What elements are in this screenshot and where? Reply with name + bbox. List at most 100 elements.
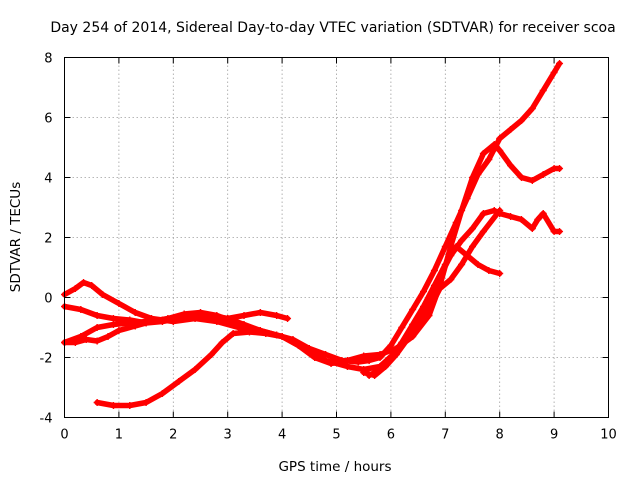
data-point-marker [126, 402, 134, 409]
y-axis-label: SDTVAR / TECUs [8, 182, 24, 292]
x-axis-label: GPS time / hours [278, 459, 391, 475]
data-point-marker [93, 337, 101, 345]
data-point-marker [469, 225, 476, 232]
data-point-marker [452, 243, 460, 250]
series-satellite-e [93, 141, 564, 409]
data-point-marker [496, 135, 504, 142]
x-tick-label: 4 [278, 428, 286, 443]
x-tick-label: 9 [550, 428, 558, 443]
data-point-marker [131, 309, 139, 316]
data-point-marker [191, 366, 199, 373]
data-point-marker [294, 342, 302, 349]
data-point-marker [469, 243, 476, 250]
data-point-marker [213, 312, 221, 319]
data-point-marker [109, 315, 117, 322]
data-point-marker [229, 318, 237, 325]
data-point-marker [387, 354, 395, 361]
data-point-marker [420, 288, 428, 295]
data-point-marker [441, 261, 449, 268]
data-point-marker [229, 330, 237, 337]
data-point-marker [409, 306, 417, 313]
y-tick-label: 4 [44, 172, 52, 187]
data-point-marker [479, 210, 487, 217]
y-tick-label: 2 [44, 232, 52, 247]
chart-title: Day 254 of 2014, Sidereal Day-to-day VTE… [50, 20, 615, 36]
data-point-marker [485, 267, 493, 274]
data-point-marker [175, 378, 183, 385]
data-point-marker [398, 339, 406, 346]
series-satellite-g [365, 243, 504, 379]
data-point-marker [109, 402, 117, 409]
data-point-marker [322, 351, 330, 358]
data-point-marker [479, 228, 487, 235]
data-point-marker [430, 267, 438, 274]
data-point-marker [71, 339, 79, 346]
data-point-marker [517, 117, 525, 124]
x-tick-label: 8 [496, 428, 504, 443]
data-point-marker [507, 213, 515, 220]
data-point-marker [256, 309, 264, 316]
data-point-marker [109, 321, 117, 328]
data-point-marker [262, 330, 270, 337]
data-point-marker [479, 150, 487, 157]
data-point-marker [273, 312, 281, 319]
data-point-marker [343, 363, 351, 370]
x-tick-label: 3 [224, 428, 232, 443]
data-point-marker [463, 252, 471, 259]
data-point-marker [284, 315, 292, 322]
y-tick-label: -2 [40, 352, 53, 367]
data-point-marker [430, 282, 438, 289]
data-point-marker [327, 360, 335, 367]
data-point-marker [218, 339, 226, 346]
data-point-marker [131, 322, 139, 330]
x-tick-label: 5 [332, 428, 340, 443]
data-point-marker [496, 210, 504, 217]
data-point-marker [490, 207, 498, 214]
data-point-marker [197, 309, 204, 316]
data-point-marker [517, 174, 525, 181]
data-point-marker [528, 177, 536, 184]
data-point-marker [458, 261, 466, 268]
data-point-marker [376, 366, 384, 373]
data-point-marker [180, 310, 188, 318]
data-point-marker [115, 300, 123, 307]
data-point-marker [490, 141, 498, 148]
data-point-marker [148, 318, 156, 325]
series-line [94, 141, 563, 409]
data-point-marker [365, 372, 373, 379]
data-point-marker [550, 69, 558, 76]
data-point-marker [409, 321, 417, 328]
data-point-marker [507, 162, 515, 169]
data-point-marker [164, 315, 172, 322]
data-point-marker [158, 390, 166, 397]
ticks: 0 1 2 3 4 5 6 7 8 9 10 -4 -2 0 2 4 6 8 [40, 52, 617, 443]
data-point-marker [93, 324, 101, 331]
data-point-marker [447, 276, 455, 283]
data-point-marker [474, 261, 482, 268]
data-point-marker [71, 285, 79, 292]
data-point-marker [245, 328, 253, 336]
data-point-marker [99, 291, 107, 298]
data-point-marker [458, 237, 466, 244]
data-point-marker [240, 321, 248, 328]
data-point-marker [398, 324, 406, 331]
data-point-marker [115, 327, 123, 334]
data-point-marker [207, 351, 215, 358]
data-point-marker [376, 351, 384, 358]
data-point-marker [278, 333, 286, 340]
data-point-marker [539, 171, 547, 178]
data-point-marker [240, 312, 248, 319]
data-point-marker [534, 216, 542, 223]
data-point-marker [311, 354, 319, 361]
data-point-marker [496, 270, 504, 277]
data-point-marker [528, 225, 536, 232]
data-point-marker [82, 336, 90, 343]
series-group [61, 60, 564, 409]
data-point-marker [517, 216, 525, 223]
x-tick-label: 10 [600, 428, 617, 443]
series-satellite-d [61, 309, 237, 346]
data-point-marker [556, 165, 564, 172]
data-point-marker [77, 306, 85, 313]
data-point-marker [343, 357, 351, 364]
data-point-marker [528, 105, 536, 112]
